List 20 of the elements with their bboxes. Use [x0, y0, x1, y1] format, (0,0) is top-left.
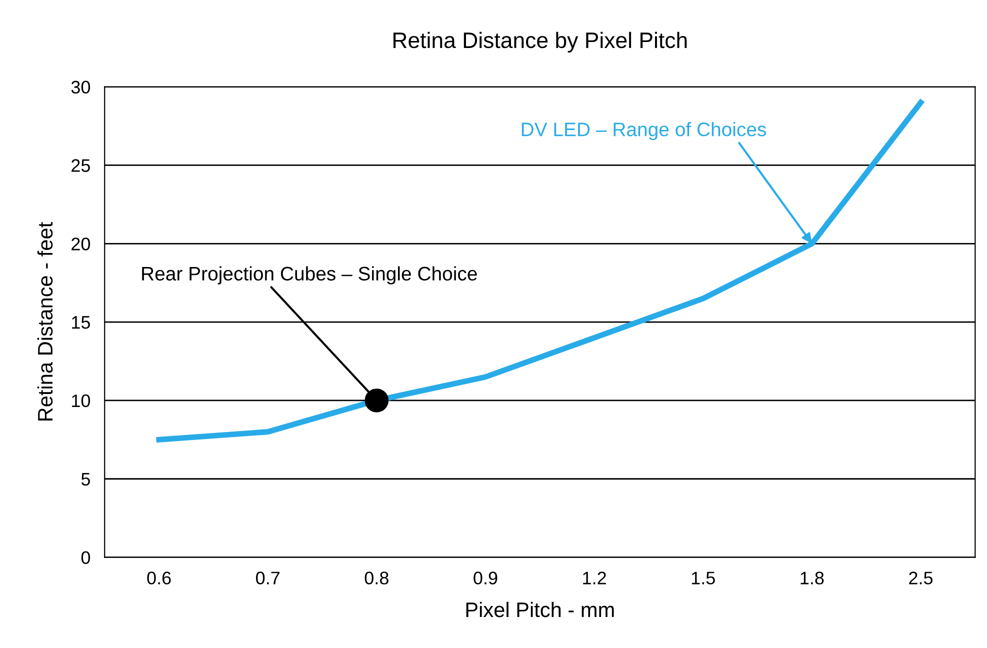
annotation: DV LED – Range of Choices — [522, 122, 766, 140]
chart-title: Retina Distance by Pixel Pitch — [394, 32, 687, 53]
y-axis-title: Retina Distance - feet — [37, 222, 53, 421]
x-tick-label: 0.8 — [364, 572, 388, 584]
x-tick-label: 0.6 — [147, 572, 171, 584]
y-tick-label: 20 — [72, 238, 90, 250]
x-tick-label: 0.7 — [256, 572, 280, 584]
x-tick-label: 1.8 — [800, 572, 824, 584]
x-tick-label: 2.5 — [909, 572, 933, 584]
y-tick-label: 5 — [81, 472, 90, 486]
annotation: Rear Projection Cubes – Single Choice — [142, 266, 477, 284]
x-tick-label: 1.2 — [583, 572, 606, 584]
y-tick-label: 0 — [81, 551, 90, 564]
y-tick-label: 10 — [72, 394, 90, 408]
x-tick-label: 1.5 — [692, 572, 715, 584]
y-tick-label: 30 — [71, 80, 90, 94]
x-axis-title: Pixel Pitch - mm — [466, 602, 614, 618]
y-tick-label: 15 — [72, 316, 90, 329]
x-tick-label: 0.9 — [474, 572, 498, 584]
y-tick-label: 25 — [72, 159, 90, 172]
